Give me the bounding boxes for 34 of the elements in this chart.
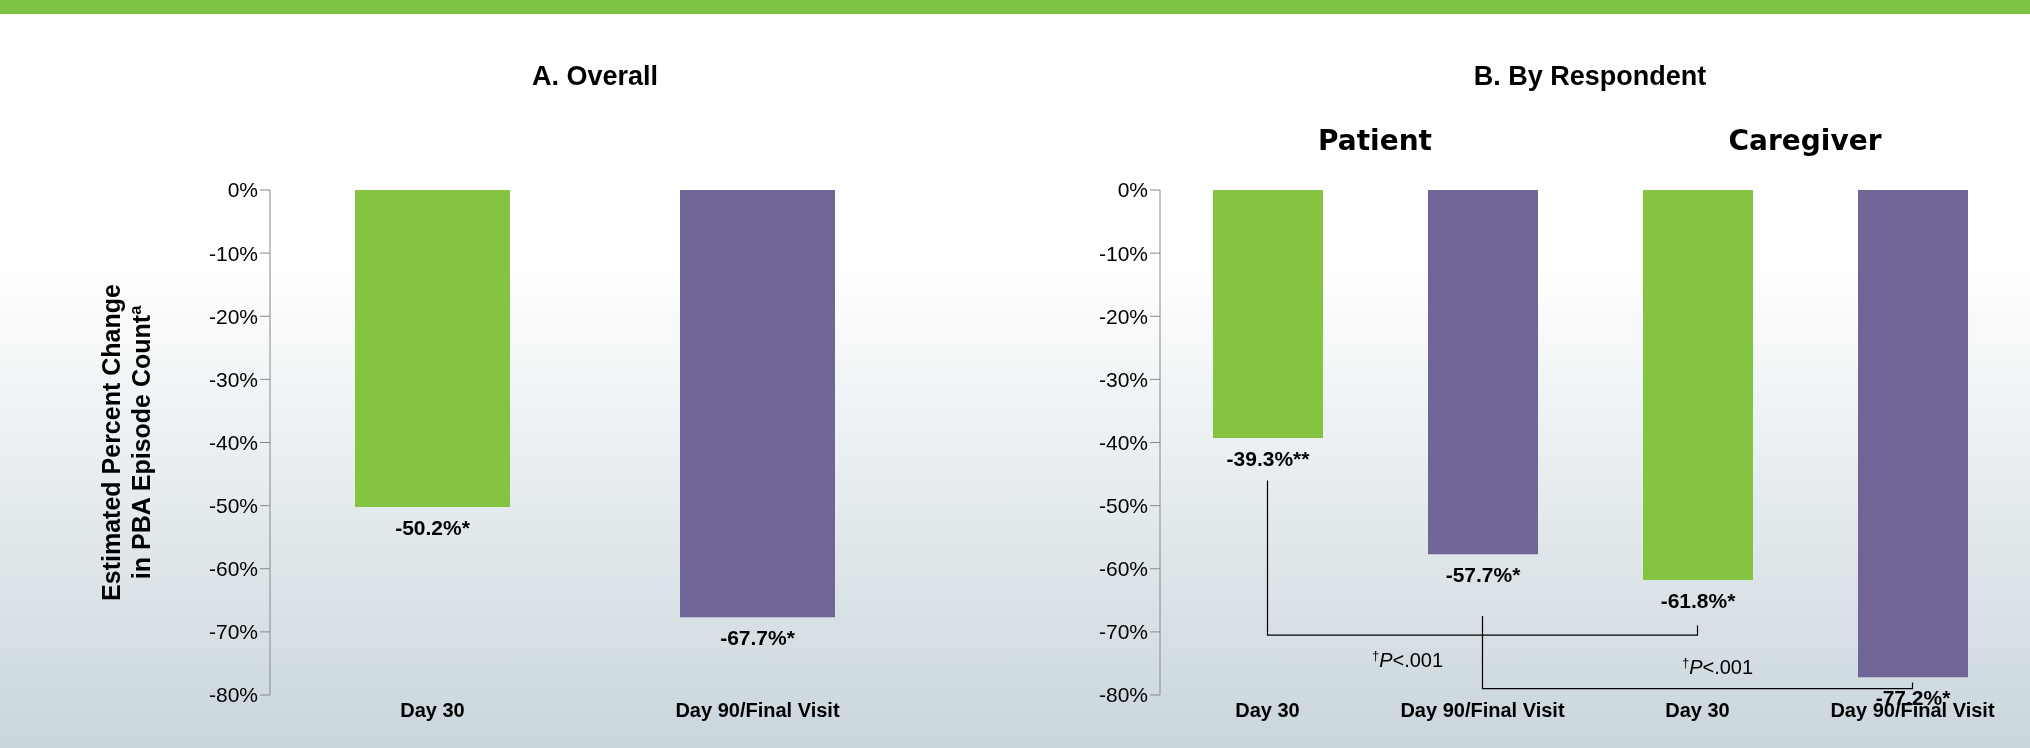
x-tick-label: Day 30 bbox=[400, 699, 465, 722]
x-tick-label: Day 90/Final Visit bbox=[675, 699, 840, 722]
y-tick-label: -60% bbox=[1098, 557, 1148, 581]
x-tick-label: Day 30 bbox=[1665, 699, 1730, 722]
y-tick-label: -10% bbox=[1098, 241, 1148, 265]
y-tick-label: -70% bbox=[208, 620, 258, 644]
y-tick-label: -70% bbox=[1098, 620, 1148, 644]
y-tick-label: -60% bbox=[208, 557, 258, 581]
data-label: -50.2%* bbox=[395, 515, 471, 539]
y-tick-label: -10% bbox=[208, 241, 258, 265]
x-tick-label: Day 30 bbox=[1235, 699, 1300, 722]
y-tick-label: -40% bbox=[1098, 430, 1148, 454]
text: Caregiver bbox=[1728, 124, 1882, 157]
y-tick-label: -80% bbox=[1098, 683, 1148, 707]
data-label: -39.3%** bbox=[1226, 447, 1311, 471]
chart-title: A. Overall bbox=[531, 61, 659, 91]
y-tick-label: -30% bbox=[1098, 367, 1148, 391]
x-tick-label: Day 90/Final Visit bbox=[1400, 699, 1565, 722]
y-tick-label: 0% bbox=[227, 178, 258, 202]
y-tick-label: -20% bbox=[208, 304, 258, 328]
text: Patient bbox=[1318, 124, 1432, 157]
y-tick-label: -30% bbox=[208, 367, 258, 391]
y-tick-label: -50% bbox=[1098, 494, 1148, 518]
y-tick-label: -50% bbox=[208, 494, 258, 518]
y-tick-label: 0% bbox=[1117, 178, 1148, 202]
chart-title: B. By Respondent bbox=[1473, 61, 1707, 91]
data-label: -67.7%* bbox=[720, 626, 796, 650]
data-label: -57.7%* bbox=[1445, 563, 1522, 587]
annotation: $^{†}$P<.001 bbox=[1681, 654, 1754, 678]
y-tick-label: -20% bbox=[1098, 304, 1148, 328]
y-tick-label: -80% bbox=[208, 683, 258, 707]
data-label: -61.8%* bbox=[1660, 589, 1737, 613]
annotation: $^{†}$P<.001 bbox=[1371, 647, 1444, 671]
y-tick-label: -40% bbox=[208, 430, 258, 454]
